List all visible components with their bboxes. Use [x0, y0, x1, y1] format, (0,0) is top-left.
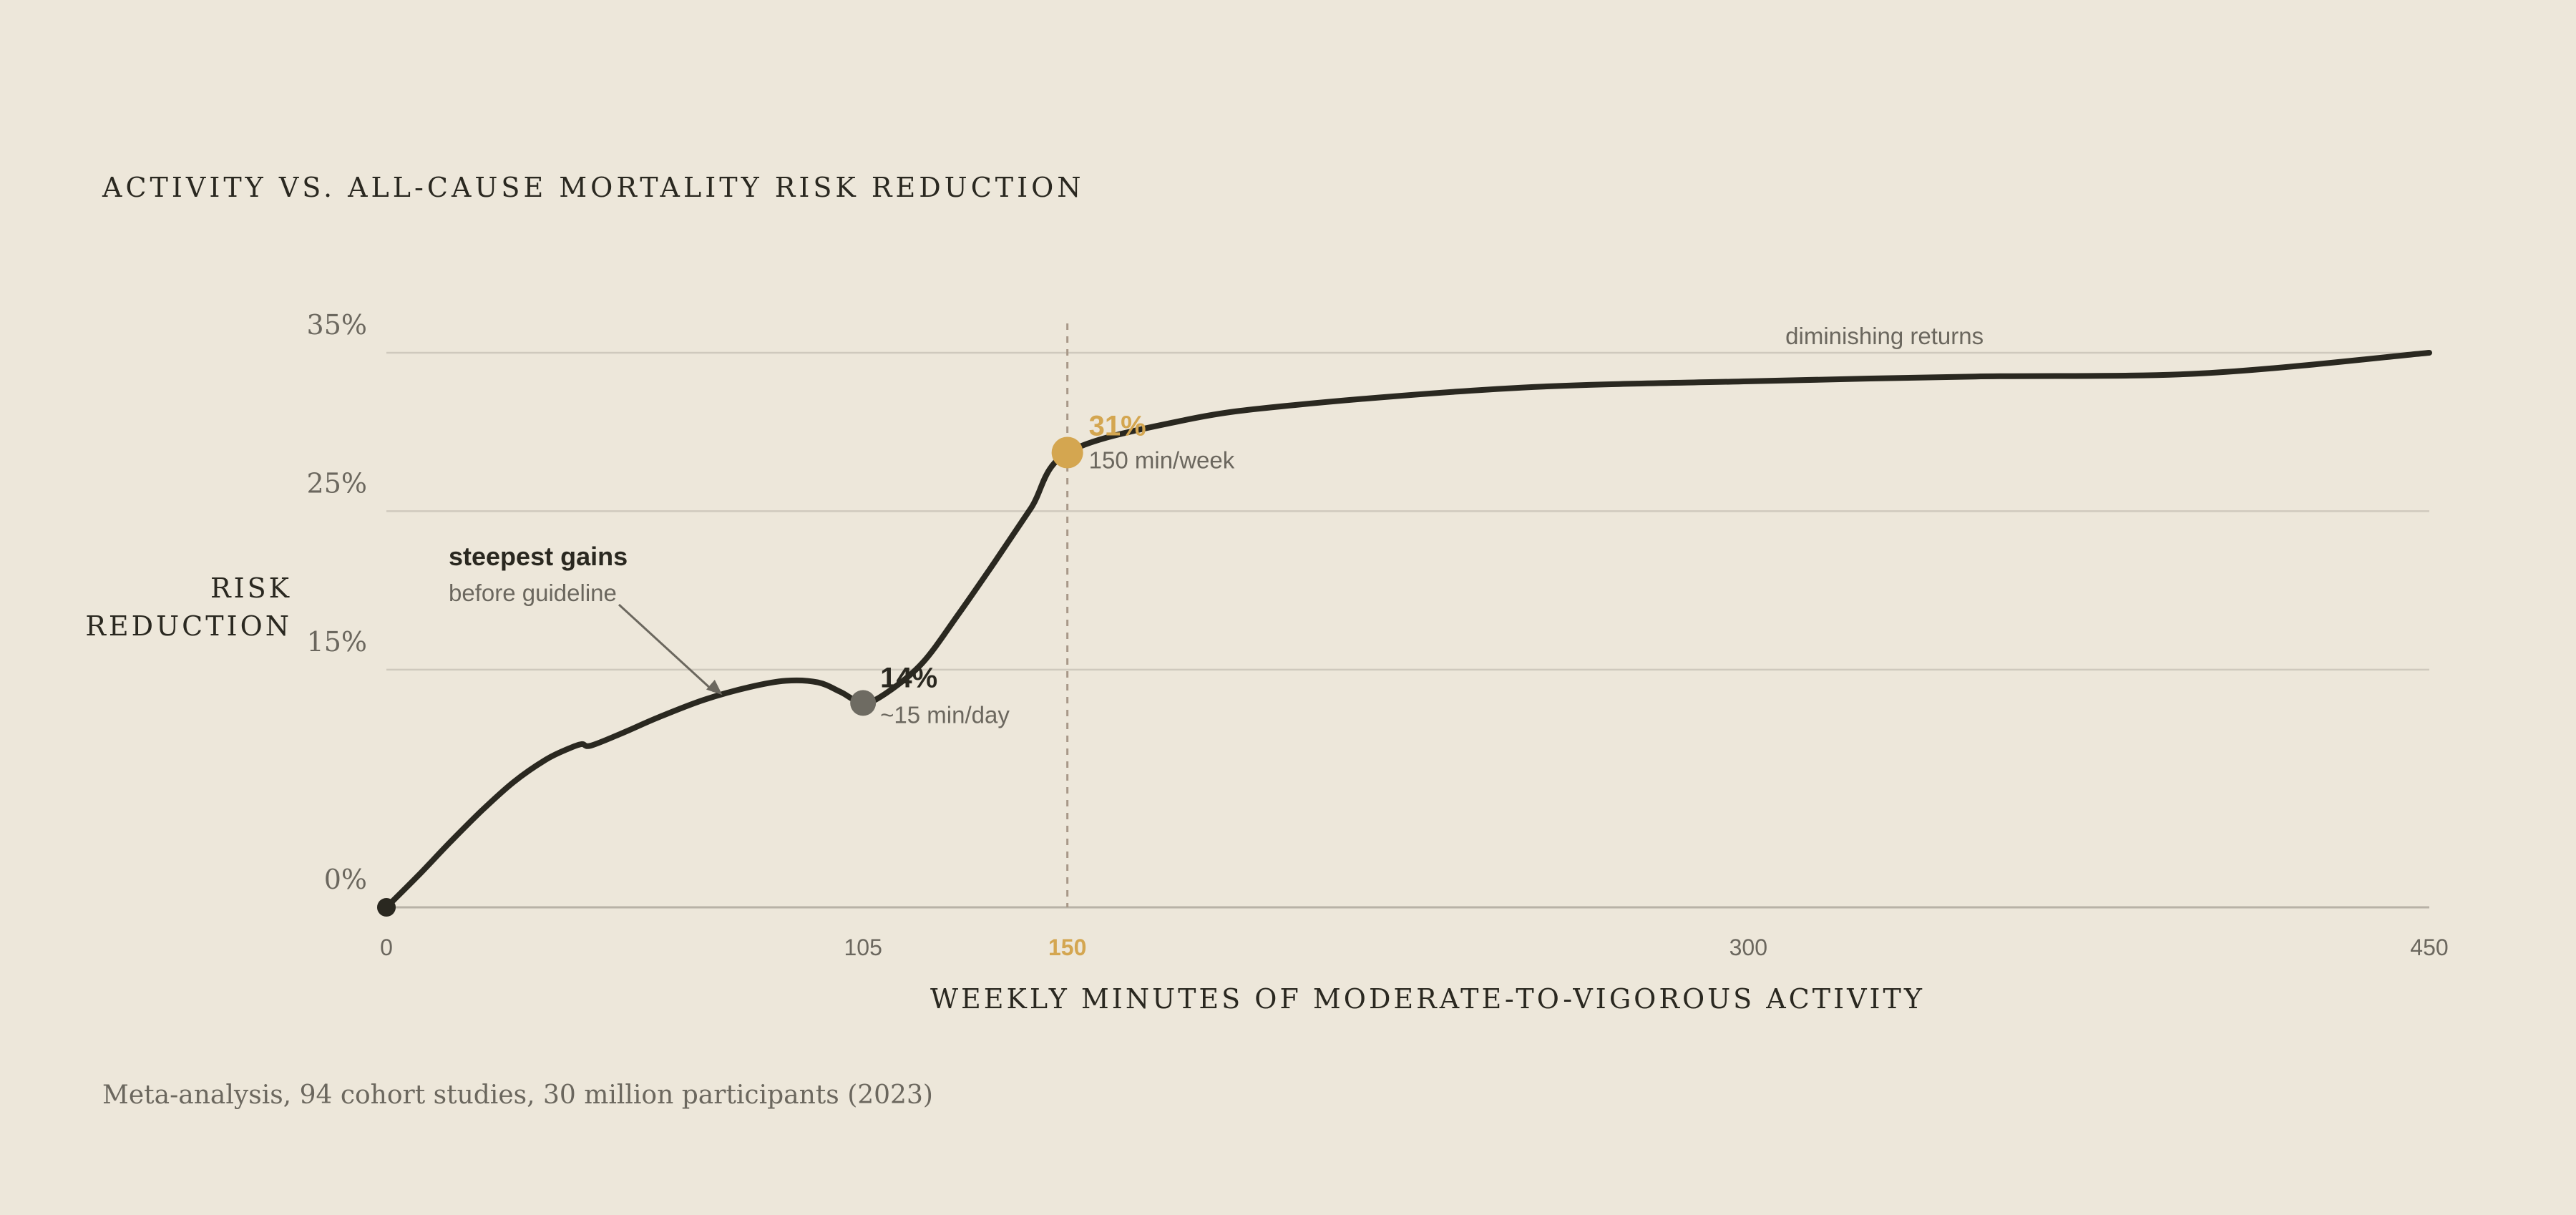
y-axis-label-line-2: REDUCTION: [85, 610, 292, 642]
point-150-sub-label: 150 min/week: [1089, 447, 1235, 474]
point-105-sub-label: ~15 min/day: [880, 701, 1010, 728]
highlight-points: [377, 436, 1083, 917]
series-line: [384, 350, 2432, 910]
y-tick-label-35: 35%: [307, 309, 367, 341]
x-tick-label-450: 450: [2410, 935, 2448, 960]
highlight-point-105: [850, 690, 877, 716]
annotation-diminishing-returns: diminishing returns: [1785, 323, 1984, 349]
y-axis-label-line-1: RISK: [210, 572, 292, 604]
gridlines: [386, 351, 2429, 909]
chart-title: ACTIVITY VS. ALL-CAUSE MORTALITY RISK RE…: [102, 172, 1085, 203]
x-tick-label-105: 105: [844, 935, 882, 960]
tick-labels: 0% 15% 25% 35% 0 105 150 300 450: [307, 309, 2449, 960]
annotation-steep-title: steepest gains: [449, 542, 628, 571]
point-150-value-label: 31%: [1089, 411, 1146, 442]
series-line-group: [384, 350, 2432, 910]
annotation-steep-subtitle: before guideline: [449, 580, 617, 606]
y-tick-label-0: 0%: [324, 864, 367, 895]
x-tick-label-300: 300: [1729, 935, 1767, 960]
x-tick-label-0: 0: [380, 935, 393, 960]
point-105-value-label: 14%: [880, 662, 937, 693]
x-axis-label: WEEKLY MINUTES OF MODERATE-TO-VIGOROUS A…: [930, 983, 1925, 1015]
highlight-point-150: [1051, 436, 1083, 469]
x-tick-label-150: 150: [1048, 935, 1086, 960]
annotation-arrow-shaft: [618, 603, 715, 693]
footnote: Meta-analysis, 94 cohort studies, 30 mil…: [102, 1080, 933, 1110]
highlight-point-0: [377, 898, 396, 917]
y-tick-label-25: 25%: [307, 467, 367, 499]
annotation-arrow-head: [706, 680, 723, 696]
y-tick-label-15: 15%: [307, 626, 367, 658]
annotation-arrow: [618, 603, 723, 696]
